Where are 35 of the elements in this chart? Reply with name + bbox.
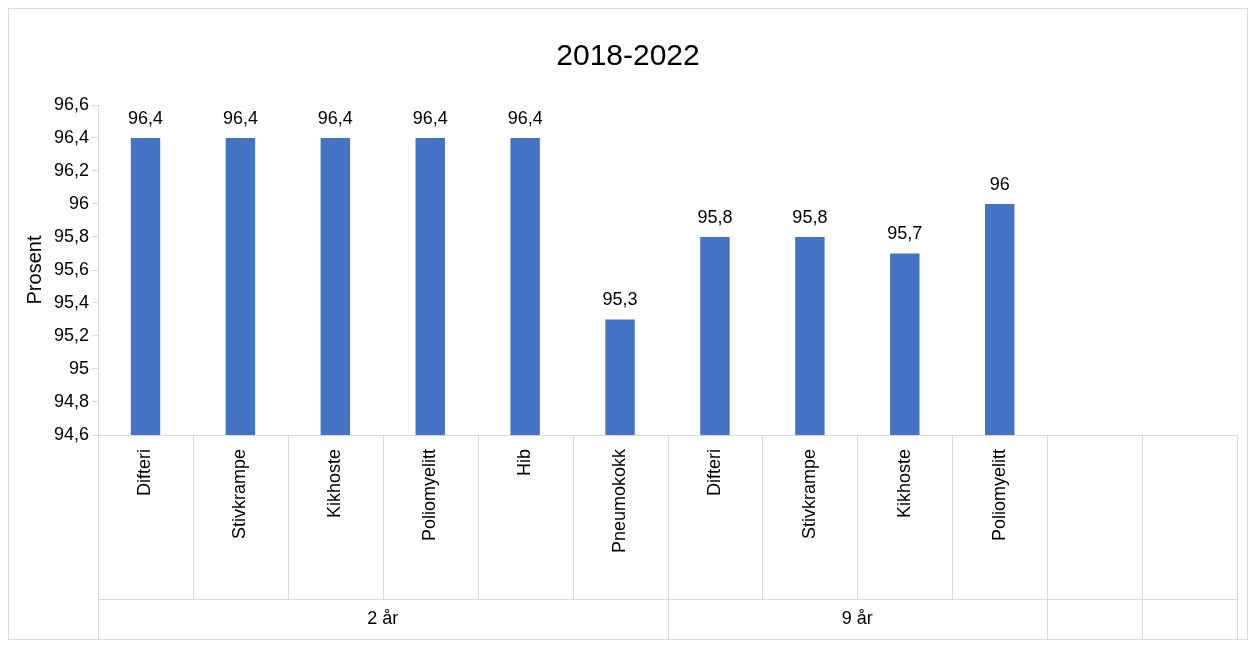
text: 2 år xyxy=(367,607,399,628)
x-tick-label: Stivkrampe xyxy=(798,449,819,540)
x-tick-label: Kikhoste xyxy=(324,449,345,519)
y-tick-label: 95,6 xyxy=(53,258,90,279)
x-tick-label: Poliomyelitt xyxy=(988,449,1009,542)
x-tick-label: Stivkrampe xyxy=(229,449,250,540)
data-label: 96,4 xyxy=(127,107,164,128)
y-tick-label: 96,6 xyxy=(53,93,90,114)
y-axis-title: Prosent xyxy=(22,235,45,305)
data-label: 95,7 xyxy=(887,223,923,244)
x-tick-label: Kikhoste xyxy=(893,449,914,519)
y-tick-label: 95 xyxy=(69,357,90,378)
y-tick-label: 94,6 xyxy=(53,423,90,444)
y-tick-label: 95,8 xyxy=(53,225,90,246)
data-label: 96,4 xyxy=(222,107,258,128)
y-tick-label: 96 xyxy=(69,192,90,213)
data-label: 95,8 xyxy=(792,206,828,227)
x-tick-label: Poliomyelitt xyxy=(419,449,440,542)
x-tick-label: Hib xyxy=(514,449,535,477)
data-label: 96,4 xyxy=(507,107,543,128)
text: 9 år xyxy=(841,607,873,628)
x-tick-label: Pneumokokk xyxy=(609,448,630,554)
y-tick-label: 96,4 xyxy=(53,126,90,147)
y-tick-label: 95,4 xyxy=(53,291,90,312)
data-label: 96,4 xyxy=(317,107,353,128)
data-label: 95,8 xyxy=(697,206,733,227)
data-label: 96 xyxy=(989,173,1010,194)
y-tick-label: 95,2 xyxy=(53,324,90,345)
x-tick-label: Difteri xyxy=(134,449,155,497)
data-label: 95,3 xyxy=(602,289,638,310)
x-tick-label: Difteri xyxy=(703,449,724,497)
chart-title: 2018-2022 xyxy=(556,38,700,72)
data-label: 96,4 xyxy=(412,107,448,128)
y-tick-label: 96,2 xyxy=(53,159,90,180)
y-tick-label: 94,8 xyxy=(53,390,90,411)
